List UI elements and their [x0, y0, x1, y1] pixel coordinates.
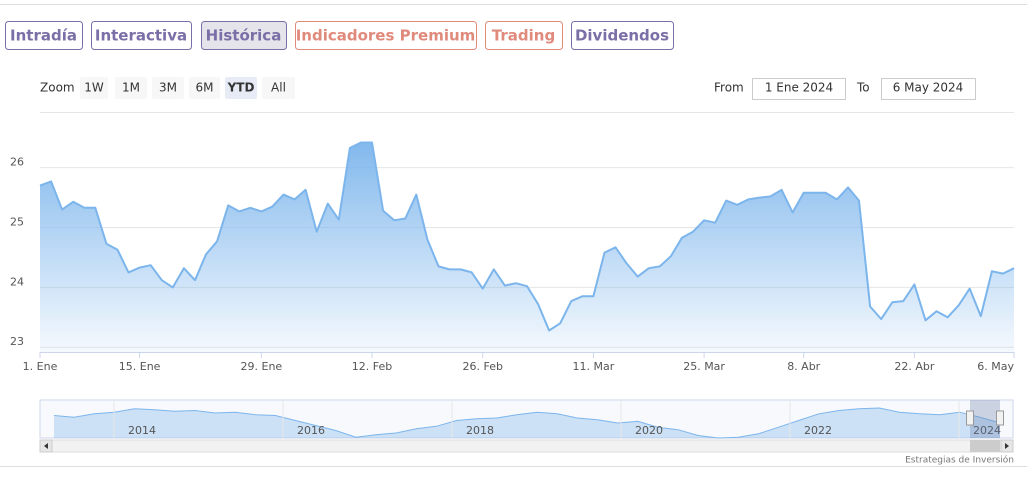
x-tick-label: 6. May — [977, 360, 1014, 373]
y-tick-label: 25 — [10, 216, 24, 229]
y-tick-label: 23 — [10, 335, 24, 348]
navigator-label: 2020 — [635, 424, 663, 437]
tab-label: Intradía — [10, 27, 77, 45]
navigator-line — [53, 407, 1001, 439]
to-input[interactable] — [881, 78, 976, 100]
from-label: From — [714, 81, 744, 95]
zoom-button-label: 3M — [159, 81, 177, 95]
tab[interactable] — [91, 21, 192, 50]
zoom-button[interactable] — [152, 77, 184, 99]
navigator-frame — [39, 399, 1014, 439]
zoom-button[interactable] — [189, 77, 220, 99]
x-tick-label: 15. Ene — [119, 360, 161, 373]
navigator-area — [54, 408, 1000, 438]
zoom-button[interactable] — [262, 77, 295, 99]
navigator-label: 2024 — [973, 424, 1001, 437]
x-tick-label: 26. Feb — [462, 360, 502, 373]
x-tick-label: 25. Mar — [683, 360, 725, 373]
zoom-button-label: YTD — [227, 81, 255, 95]
zoom-button[interactable] — [115, 77, 147, 99]
zoom-button-label: 6M — [196, 81, 214, 95]
navigator-label: 2018 — [466, 424, 494, 437]
zoom-button[interactable] — [80, 77, 108, 99]
x-tick-label: 12. Feb — [352, 360, 392, 373]
navigator-label: 2016 — [297, 424, 325, 437]
from-value: 1 Ene 2024 — [765, 81, 833, 95]
y-tick-label: 24 — [10, 275, 24, 288]
navigator-label: 2014 — [128, 424, 156, 437]
tab-label: Indicadores Premium — [296, 27, 476, 45]
tab-label: Dividendos — [575, 27, 669, 45]
tab[interactable] — [485, 21, 563, 50]
zoom-button[interactable] — [225, 77, 257, 99]
scrollbar[interactable] — [39, 439, 1014, 453]
credit: Estrategias de Inversión — [905, 455, 1014, 466]
x-tick-label: 11. Mar — [573, 360, 615, 373]
scroll-thumb[interactable] — [970, 440, 1000, 452]
line — [39, 141, 1015, 332]
zoom-button-label: 1W — [84, 81, 104, 95]
zoom-button-label: All — [271, 81, 286, 95]
navigator-label: 2022 — [804, 424, 832, 437]
to-label: To — [856, 81, 870, 95]
zoom-label: Zoom — [40, 81, 75, 95]
x-tick-label: 8. Abr — [787, 360, 820, 373]
area — [40, 142, 1014, 352]
navigator-selection[interactable] — [970, 400, 1000, 438]
tab-label: Histórica — [206, 27, 282, 45]
tab[interactable] — [201, 21, 287, 50]
x-tick-label: 1. Ene — [23, 360, 58, 373]
arrow-right — [1005, 443, 1009, 449]
navigator-handle[interactable] — [966, 410, 974, 426]
y-tick-label: 26 — [10, 156, 24, 169]
tab[interactable] — [5, 21, 83, 50]
tab[interactable] — [571, 21, 674, 50]
navigator-handle[interactable] — [996, 410, 1004, 426]
from-input[interactable] — [752, 78, 846, 100]
x-tick-label: 22. Abr — [894, 360, 934, 373]
tab-label: Interactiva — [95, 27, 187, 45]
tab-label: Trading — [492, 27, 555, 45]
to-value: 6 May 2024 — [893, 81, 964, 95]
arrow-left — [44, 443, 48, 449]
x-tick-label: 29. Ene — [241, 360, 283, 373]
tab[interactable] — [295, 21, 477, 50]
zoom-button-label: 1M — [122, 81, 140, 95]
